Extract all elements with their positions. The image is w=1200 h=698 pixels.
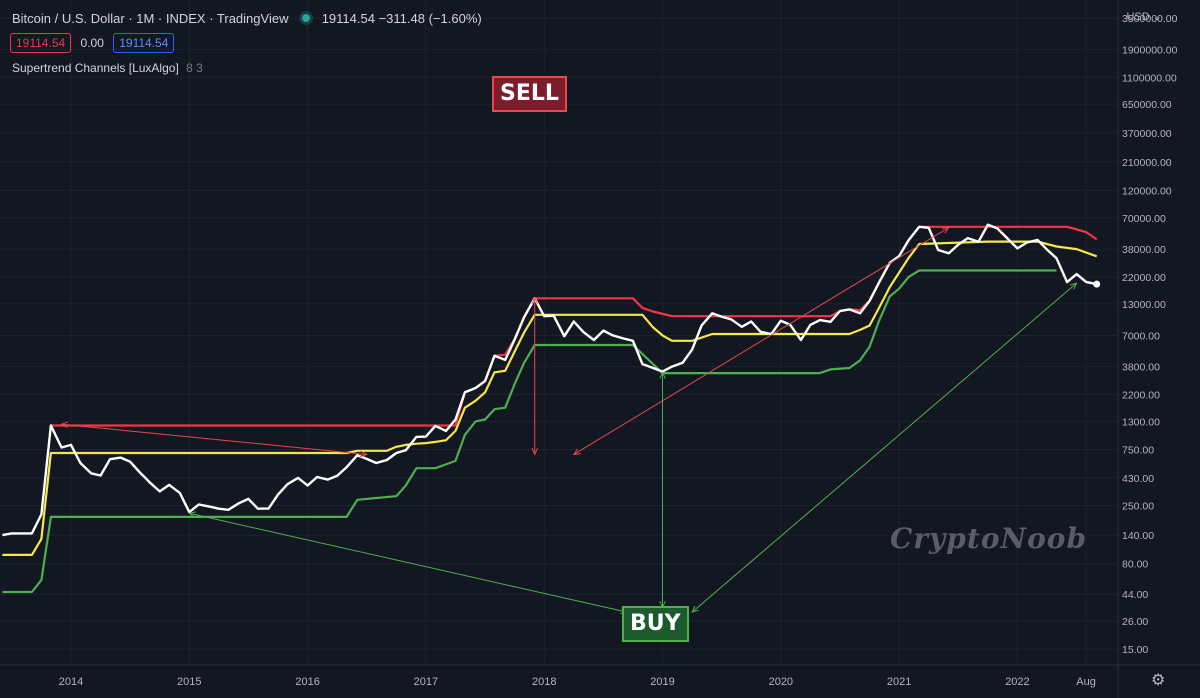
y-tick-label: 370000.00 (1122, 128, 1172, 140)
y-tick-label: 80.00 (1122, 559, 1148, 571)
last-price-dot (1093, 280, 1101, 288)
indicator-name[interactable]: Supertrend Channels [LuxAlgo] (12, 61, 179, 75)
y-tick-label: 3500000.00 (1122, 13, 1178, 25)
x-tick-label: 2016 (295, 676, 319, 688)
market-status-icon (302, 14, 311, 22)
chart-annotation-arrows (62, 228, 1077, 613)
y-tick-label: 250.00 (1122, 501, 1154, 513)
buy-label: BUY (622, 606, 689, 642)
y-tick-label: 26.00 (1122, 616, 1148, 628)
x-tick-label: 2014 (59, 676, 83, 688)
x-tick-label: 2021 (887, 676, 911, 688)
x-tick-label: Aug (1076, 676, 1096, 688)
x-tick-label: 2022 (1005, 676, 1029, 688)
y-tick-label: 13000.00 (1122, 299, 1166, 311)
y-tick-label: 120000.00 (1122, 185, 1172, 197)
gear-icon[interactable]: ⚙ (1151, 672, 1166, 689)
y-tick-label: 1900000.00 (1122, 44, 1178, 56)
y-tick-label: 650000.00 (1122, 99, 1172, 111)
x-tick-label: 2020 (769, 676, 793, 688)
indicator-legend[interactable]: Supertrend Channels [LuxAlgo] 8 3 (12, 61, 203, 75)
value-plain: 0.00 (80, 36, 104, 50)
last-price: 19114.54 (321, 11, 375, 26)
series-middle-line (2, 240, 1098, 556)
value-badge-upper: 19114.54 (10, 33, 72, 53)
watermark: CryptoNoob (890, 522, 1088, 555)
x-tick-label: 2017 (414, 676, 438, 688)
price-change: −311.48 (−1.60%) (378, 11, 482, 26)
sell-arrow (62, 424, 367, 454)
x-axis: 2014 2015 2016 2017 2018 2019 2020 2021 2022 Aug (59, 676, 1096, 688)
y-tick-label: 2200.00 (1122, 390, 1160, 402)
y-tick-label: 210000.00 (1122, 157, 1172, 169)
y-tick-label: 140.00 (1122, 530, 1154, 542)
x-tick-label: 2018 (532, 676, 556, 688)
y-tick-label: 1300.00 (1122, 416, 1160, 428)
x-tick-label: 2015 (177, 676, 201, 688)
value-badge-lower: 19114.54 (113, 33, 175, 53)
chart-header: Bitcoin / U.S. Dollar · 1M · INDEX · Tra… (12, 11, 482, 26)
buy-arrow (692, 283, 1076, 612)
y-tick-label: 430.00 (1122, 473, 1154, 485)
y-tick-label: 1100000.00 (1122, 72, 1177, 84)
currency-selector[interactable]: USD ⌄ (1126, 10, 1162, 23)
indicator-params: 8 3 (186, 61, 203, 75)
series-upper-line (50, 225, 1098, 427)
symbol-title[interactable]: Bitcoin / U.S. Dollar · 1M · INDEX · Tra… (12, 11, 289, 26)
y-axis-panel (1118, 0, 1200, 698)
y-tick-label: 38000.00 (1122, 244, 1166, 256)
indicator-values: 19114.54 0.00 19114.54 (10, 33, 180, 53)
y-tick-label: 70000.00 (1122, 213, 1166, 225)
y-tick-label: 44.00 (1122, 589, 1148, 601)
y-tick-label: 750.00 (1122, 444, 1154, 456)
y-tick-label: 7000.00 (1122, 330, 1160, 342)
y-tick-label: 15.00 (1122, 644, 1148, 656)
chevron-down-icon: ⌄ (1152, 11, 1162, 23)
sell-label: SELL (492, 76, 567, 112)
currency-label: USD (1126, 11, 1150, 23)
y-axis: 3500000.00 1900000.00 1100000.00 650000.00 3… (1122, 13, 1178, 656)
x-tick-label: 2019 (650, 676, 674, 688)
y-tick-label: 3800.00 (1122, 362, 1160, 374)
y-tick-label: 22000.00 (1122, 272, 1166, 284)
buy-arrow (189, 513, 627, 612)
